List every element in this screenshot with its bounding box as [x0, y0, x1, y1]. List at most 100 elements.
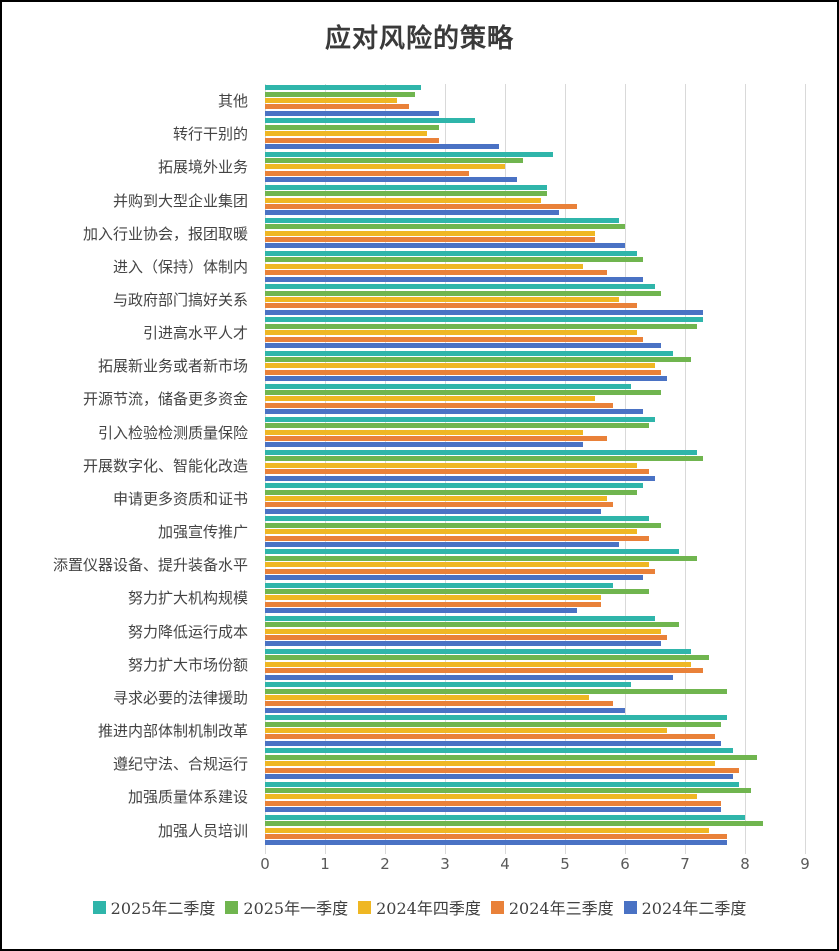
x-tick-label: 6: [620, 855, 630, 873]
category-row: 寻求必要的法律援助: [2, 681, 837, 714]
bar-2024年二季度: [265, 773, 733, 779]
category-label: 转行干别的: [172, 125, 248, 144]
bar-2024年三季度: [265, 203, 577, 209]
bar-2025年二季度: [265, 781, 739, 787]
category-row: 添置仪器设备、提升装备水平: [2, 548, 837, 581]
category-row: 加强质量体系建设: [2, 780, 837, 813]
bar-2024年二季度: [265, 840, 727, 846]
category-row: 努力降低运行成本: [2, 615, 837, 648]
bar-2025年二季度: [265, 85, 421, 91]
bar-2025年二季度: [265, 251, 637, 257]
bar-2024年四季度: [265, 396, 595, 402]
legend-swatch-icon: [92, 900, 106, 914]
bar-2024年二季度: [265, 210, 559, 216]
bar-2024年三季度: [265, 701, 613, 707]
bar-group: [265, 813, 805, 846]
bar-group: [265, 581, 805, 614]
x-tick-label: 8: [740, 855, 750, 873]
bar-2025年二季度: [265, 516, 649, 522]
bar-2024年三季度: [265, 734, 715, 740]
bar-2024年三季度: [265, 767, 739, 773]
bar-group: [265, 714, 805, 747]
legend-label: 2024年四季度: [376, 899, 481, 918]
category-label: 引进高水平人才: [142, 324, 248, 343]
legend-label: 2024年二季度: [641, 899, 747, 918]
bar-2024年二季度: [265, 309, 703, 315]
bar-2025年一季度: [265, 622, 679, 628]
chart-title: 应对风险的策略: [324, 24, 514, 54]
bar-2024年二季度: [265, 674, 673, 680]
category-label: 寻求必要的法律援助: [112, 688, 248, 707]
category-row: 引入检验检测质量保险: [2, 416, 837, 449]
x-tick-label: 5: [560, 855, 570, 873]
bar-2024年四季度: [265, 661, 691, 667]
bar-2025年二季度: [265, 582, 613, 588]
bar-2024年三季度: [265, 800, 721, 806]
bar-2024年二季度: [265, 807, 721, 813]
bar-2024年三季度: [265, 535, 649, 541]
bar-2024年四季度: [265, 595, 601, 601]
category-row: 努力扩大市场份额: [2, 648, 837, 681]
bar-2024年四季度: [265, 363, 655, 369]
x-tick-label: 3: [440, 855, 450, 873]
bar-2025年一季度: [265, 158, 523, 163]
bar-2024年三季度: [265, 568, 655, 574]
bar-2024年三季度: [265, 270, 607, 276]
bar-group: [265, 250, 805, 283]
bar-2025年一季度: [265, 323, 697, 329]
category-row: 其他: [2, 84, 837, 117]
bar-2025年二季度: [265, 284, 655, 290]
bar-2024年四季度: [265, 827, 709, 833]
legend-item: 2024年二季度: [623, 895, 747, 919]
category-row: 加入行业协会，报团取暖: [2, 217, 837, 250]
bar-2024年三季度: [265, 668, 703, 674]
bar-2024年二季度: [265, 243, 625, 249]
bar-2025年二季度: [265, 549, 679, 555]
bar-group: [265, 681, 805, 714]
bar-2024年四季度: [265, 529, 637, 535]
bar-2024年四季度: [265, 694, 589, 700]
legend: 2025年二季度 2025年一季度 2024年四季度 2024年三季度 2024年二季度: [2, 895, 837, 919]
bar-2025年二季度: [265, 748, 733, 754]
category-row: 遵纪守法、合规运行: [2, 747, 837, 780]
bar-2025年一季度: [265, 456, 703, 462]
category-label: 努力扩大市场份额: [127, 655, 248, 674]
bar-group: [265, 117, 805, 150]
category-label: 加强宣传推广: [157, 523, 248, 542]
bar-2024年四季度: [265, 761, 715, 767]
bar-2025年二季度: [265, 383, 631, 389]
bar-2024年二季度: [265, 442, 583, 448]
legend-label: 2024年三季度: [508, 899, 614, 918]
bar-2025年二季度: [265, 118, 475, 124]
category-label: 加强人员培训: [157, 821, 248, 840]
category-label: 开源节流，储备更多资金: [82, 390, 248, 409]
bar-2024年四季度: [265, 794, 697, 800]
bar-2024年四季度: [265, 330, 637, 336]
bar-group: [265, 217, 805, 250]
x-tick-label: 9: [800, 855, 810, 873]
bar-2024年四季度: [265, 164, 505, 170]
category-row: 拓展新业务或者新市场: [2, 349, 837, 382]
bar-2025年二季度: [265, 682, 631, 688]
bar-2025年一季度: [265, 721, 721, 727]
bar-group: [265, 747, 805, 780]
bar-2025年二季度: [265, 715, 727, 721]
category-label: 与政府部门搞好关系: [112, 291, 248, 310]
plot-area: 其他 转行干别的 拓展境外业务 并购到大型企业集团 加入行业协会，报团取暖 进入（保持）体…: [2, 84, 837, 854]
bar-group: [265, 349, 805, 382]
bar-2025年二季度: [265, 350, 673, 356]
x-tick-label: 7: [680, 855, 690, 873]
bar-2024年四季度: [265, 131, 427, 137]
category-label: 进入（保持）体制内: [112, 257, 248, 276]
category-row: 加强人员培训: [2, 813, 837, 846]
category-row: 进入（保持）体制内: [2, 250, 837, 283]
bar-group: [265, 382, 805, 415]
bar-2025年二季度: [265, 416, 655, 422]
category-row: 引进高水平人才: [2, 316, 837, 349]
bar-2025年一季度: [265, 390, 661, 396]
legend-swatch-icon: [490, 900, 504, 914]
bar-2025年一季度: [265, 555, 697, 561]
bar-2025年二季度: [265, 317, 703, 323]
bar-2025年一季度: [265, 91, 415, 97]
bar-2025年二季度: [265, 151, 553, 157]
